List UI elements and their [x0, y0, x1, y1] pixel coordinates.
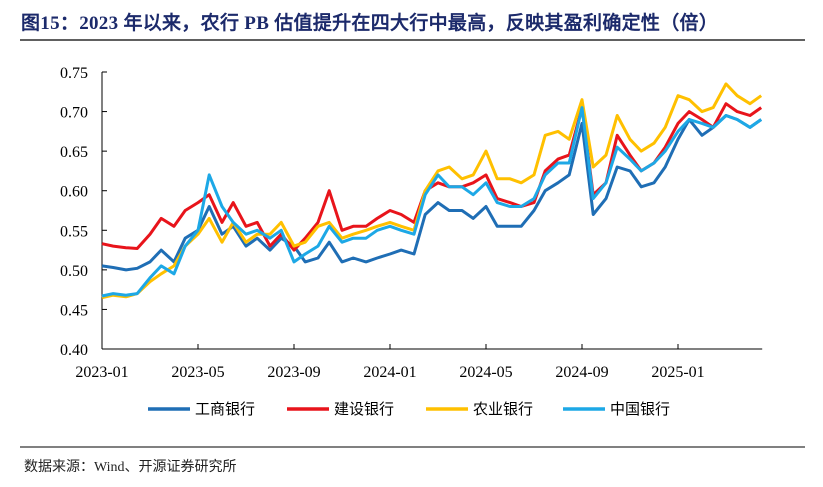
y-tick-label: 0.75: [60, 65, 88, 82]
figure-title: 图15：2023 年以来，农行 PB 估值提升在四大行中最高，反映其盈利确定性（…: [21, 13, 719, 34]
y-tick-label: 0.45: [60, 302, 88, 319]
x-tick-label: 2025-01: [651, 364, 704, 381]
x-tick-label: 2024-05: [459, 364, 512, 381]
y-tick-label: 0.55: [60, 223, 88, 240]
legend-label: 中国银行: [610, 401, 670, 418]
series-line-4: [101, 106, 763, 298]
series-line-1: [101, 114, 763, 272]
y-tick-label: 0.70: [60, 105, 88, 122]
y-tick-label: 0.50: [60, 263, 88, 280]
series-line-3: [101, 82, 763, 300]
y-tick-label: 0.60: [60, 184, 88, 201]
legend-label: 农业银行: [473, 401, 533, 418]
x-tick-label: 2024-09: [555, 364, 608, 381]
x-tick-label: 2023-05: [171, 364, 224, 381]
x-tick-label: 2024-01: [363, 364, 416, 381]
legend-label: 工商银行: [195, 401, 255, 418]
x-tick-label: 2023-09: [267, 364, 320, 381]
source-note: 数据来源：Wind、开源证券研究所: [24, 460, 237, 475]
legend-label: 建设银行: [334, 401, 394, 418]
y-tick-label: 0.40: [60, 342, 88, 359]
x-tick-label: 2023-01: [75, 364, 128, 381]
y-tick-label: 0.65: [60, 144, 88, 161]
